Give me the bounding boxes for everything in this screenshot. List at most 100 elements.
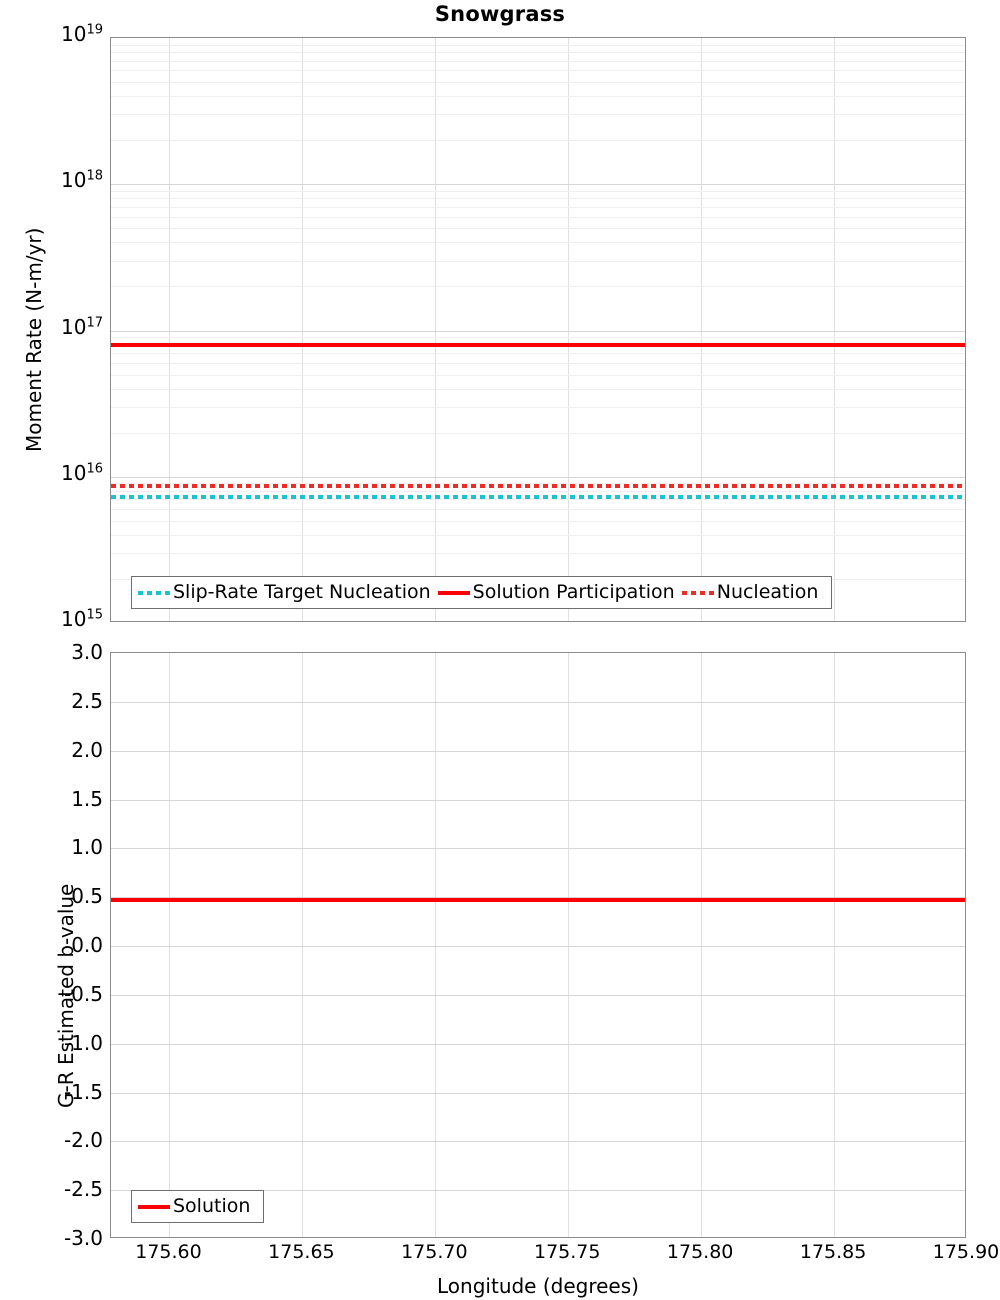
y-gridline-minor: [111, 206, 965, 208]
y-tick-label-bottom: 0.5: [71, 884, 103, 909]
y-gridline-minor: [111, 553, 965, 555]
y-gridline-major: [111, 476, 965, 478]
y-tick-label-bottom: 1.0: [71, 835, 103, 860]
y-gridline-major: [111, 946, 965, 947]
y-tick-label-bottom: 1.5: [71, 786, 103, 811]
y-tick-label-bottom: -0.5: [63, 981, 103, 1006]
x-gridline: [435, 653, 437, 1237]
x-tick-label: 175.85: [799, 1241, 867, 1263]
legend-label-nucleation: Nucleation: [716, 581, 819, 603]
legend-entry-solution-participation[interactable]: Solution Participation: [437, 581, 682, 603]
y-tick-label-bottom: 2.0: [71, 737, 103, 762]
y-gridline-minor: [111, 44, 965, 46]
legend-moment-rate[interactable]: Slip-Rate Target Nucleation Solution Par…: [131, 576, 833, 609]
page-title: Snowgrass: [434, 2, 566, 26]
y-axis-label-top: Moment Rate (N-m/yr): [22, 227, 46, 452]
y-tick-label-bottom: -3.0: [63, 1226, 103, 1250]
moment-rate-plot-area: [110, 37, 966, 622]
y-tick-label-bottom: 3.0: [71, 640, 103, 664]
y-tick-label-top: 1017: [61, 314, 103, 339]
legend-entry-nucleation[interactable]: Nucleation: [681, 581, 826, 603]
x-gridline: [834, 653, 836, 1237]
series-line-nucleation: [111, 484, 965, 489]
y-gridline-minor: [111, 260, 965, 262]
y-gridline-minor: [111, 362, 965, 364]
y-tick-label-top: 1018: [61, 168, 103, 193]
y-tick-label-bottom: 2.5: [71, 688, 103, 713]
x-gridline: [302, 38, 304, 621]
y-gridline-minor: [111, 490, 965, 492]
y-gridline-minor: [111, 337, 965, 339]
y-gridline-minor: [111, 52, 965, 54]
y-gridline-minor: [111, 228, 965, 230]
y-gridline-minor: [111, 432, 965, 434]
x-axis-label: Longitude (degrees): [437, 1274, 639, 1298]
y-gridline-minor: [111, 60, 965, 62]
x-gridline: [169, 653, 171, 1237]
y-gridline-minor: [111, 483, 965, 485]
y-gridline-minor: [111, 140, 965, 142]
y-axis-ticks-top: 1019 1018 1017 1016 1015: [0, 23, 103, 629]
y-axis-label-bottom: G-R Estimated b-value: [54, 883, 78, 1108]
x-tick-label: 175.70: [401, 1241, 468, 1263]
legend-label-slip-rate: Slip-Rate Target Nucleation: [173, 581, 431, 603]
y-gridline-minor: [111, 388, 965, 390]
x-gridline: [568, 653, 570, 1237]
legend-label-solution-participation: Solution Participation: [472, 581, 675, 603]
y-gridline-major: [111, 1043, 965, 1045]
y-gridline-major: [111, 897, 965, 899]
x-tick-label: 175.65: [268, 1241, 335, 1263]
y-axis-ticks-bottom: 3.0 2.5 2.0 1.5 1.0 0.5 0.0 -0.5 -1.0 -1.5 -2.0 -2.…: [0, 642, 103, 1248]
y-gridline-minor: [111, 96, 965, 98]
x-gridline: [701, 653, 703, 1237]
y-gridline-minor: [111, 190, 965, 192]
y-gridline-minor: [111, 216, 965, 218]
legend-b-value[interactable]: Solution: [131, 1190, 265, 1223]
y-gridline-minor: [111, 242, 965, 244]
y-gridline-major: [111, 330, 965, 332]
legend-label-solution: Solution: [173, 1195, 251, 1217]
x-tick-label: 175.75: [533, 1241, 601, 1263]
x-tick-label: 175.60: [135, 1241, 202, 1263]
x-tick-label: 175.80: [666, 1241, 734, 1263]
y-gridline-minor: [111, 82, 965, 84]
y-gridline-minor: [111, 374, 965, 376]
y-gridline-major: [111, 799, 965, 801]
y-gridline-major: [111, 1190, 965, 1192]
x-gridline: [701, 38, 703, 621]
y-gridline-major: [111, 1092, 965, 1094]
legend-entry-slip-rate-target-nucleation[interactable]: Slip-Rate Target Nucleation: [138, 583, 438, 602]
y-gridline-major: [111, 848, 965, 850]
x-gridline: [834, 38, 836, 621]
series-line-slip-rate-target-nucleation: [111, 494, 965, 499]
y-gridline-minor: [111, 198, 965, 200]
legend-line-icon-slip-rate: [138, 590, 170, 595]
legend-entry-solution[interactable]: Solution: [138, 1197, 257, 1216]
y-gridline-major: [111, 701, 965, 703]
y-tick-label-top: 1015: [61, 607, 103, 631]
y-tick-label-bottom: 0.0: [71, 933, 103, 957]
x-gridline: [435, 38, 437, 621]
y-tick-label-top: 1019: [61, 22, 103, 46]
y-gridline-major: [111, 750, 965, 752]
x-tick-label: 175.90: [932, 1241, 1000, 1263]
y-gridline-minor: [111, 286, 965, 288]
legend-line-icon-nucleation: [681, 590, 714, 595]
legend-line-icon-solution-participation: [437, 590, 470, 595]
b-value-plot-area: [110, 652, 966, 1238]
legend-line-icon-solution: [138, 1204, 170, 1209]
y-tick-label-top: 1016: [61, 460, 103, 485]
y-gridline-minor: [111, 509, 965, 511]
y-gridline-major: [111, 994, 965, 996]
y-gridline-minor: [111, 520, 965, 522]
y-gridline-minor: [111, 114, 965, 116]
y-tick-label-bottom: -2.5: [63, 1177, 103, 1202]
y-gridline-minor: [111, 70, 965, 72]
x-gridline: [169, 38, 171, 621]
y-tick-label-bottom: -2.0: [63, 1128, 103, 1153]
series-line-solution-participation: [111, 342, 965, 347]
y-tick-label-bottom: -1.0: [63, 1030, 103, 1055]
y-gridline-minor: [111, 499, 965, 501]
y-tick-label-bottom: -1.5: [63, 1079, 103, 1104]
